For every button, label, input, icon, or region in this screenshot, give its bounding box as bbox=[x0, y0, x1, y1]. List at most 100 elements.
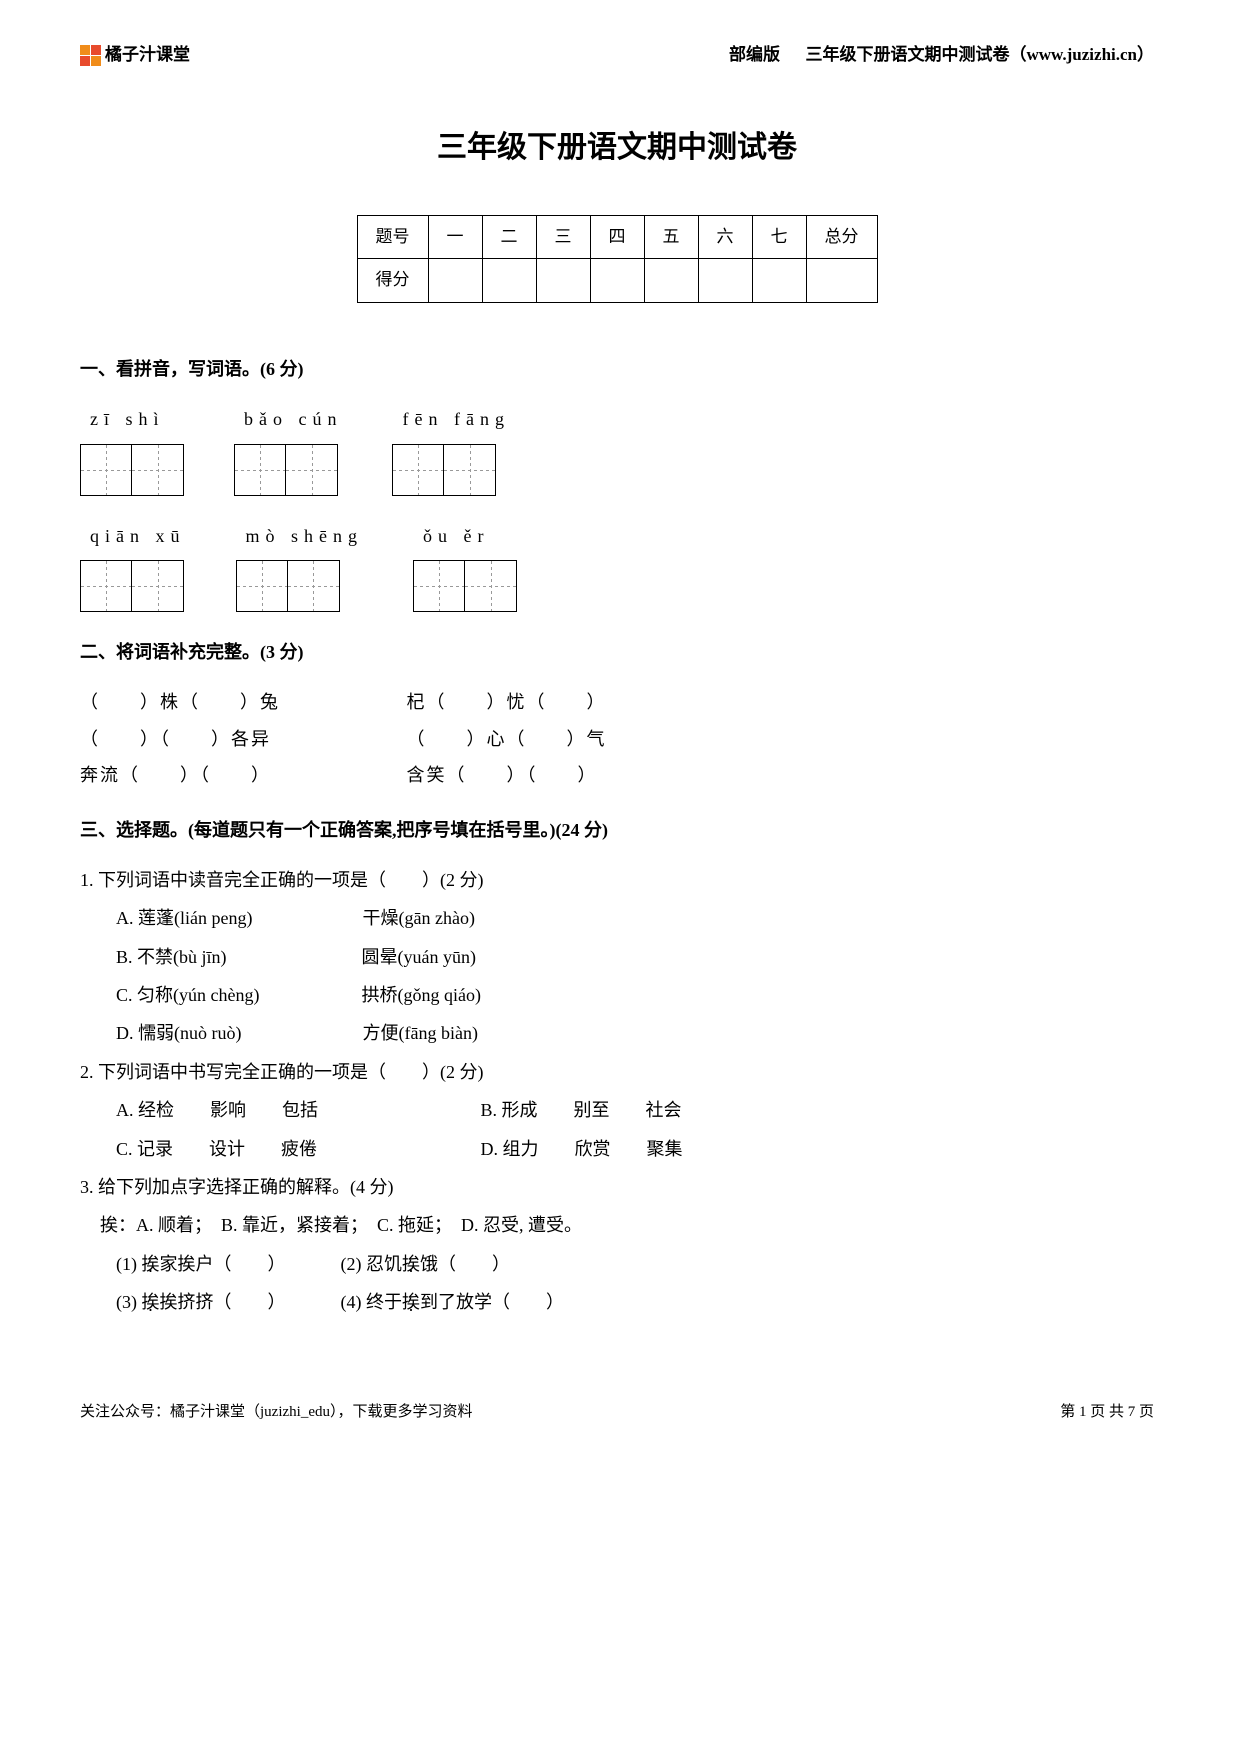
header-right: 部编版 三年级下册语文期中测试卷（www.juzizhi.cn） bbox=[729, 40, 1154, 71]
q3-item-2[interactable]: (2) 忍饥挨饿（ ） bbox=[341, 1248, 561, 1280]
idiom-blank[interactable]: （ ）株（ ）兔 bbox=[80, 686, 400, 718]
pre: 终于 bbox=[366, 1292, 402, 1312]
q3-item-1[interactable]: (1) 挨家挨户（ ） bbox=[116, 1248, 336, 1280]
score-row-label: 得分 bbox=[357, 259, 428, 303]
opt-pinyin: (yuán yūn) bbox=[398, 947, 476, 967]
idiom-blank[interactable]: 奔流（ ）（ ） bbox=[80, 759, 400, 791]
post: 挨挤挤（ ） bbox=[160, 1292, 286, 1312]
opt-word: 懦弱 bbox=[138, 1023, 174, 1043]
q3-item-4[interactable]: (4) 终于挨到了放学（ ） bbox=[341, 1286, 565, 1318]
q2-row1: A. 经检 影响 包括 B. 形成 别至 社会 bbox=[80, 1094, 1154, 1126]
idiom-blank[interactable]: （ ）（ ）各异 bbox=[80, 723, 400, 755]
tianzige-pair[interactable] bbox=[80, 560, 184, 612]
item-num: (4) bbox=[341, 1292, 362, 1312]
pre: 忍饥 bbox=[366, 1254, 402, 1274]
logo-sq bbox=[80, 45, 90, 55]
pinyin-item: mò shēng bbox=[236, 520, 364, 612]
tianzige-pair[interactable] bbox=[413, 560, 517, 612]
tianzige-cell[interactable] bbox=[80, 560, 132, 612]
opt-label: D. bbox=[116, 1023, 134, 1043]
doc-footer: 关注公众号：橘子汁课堂（juzizhi_edu），下载更多学习资料 第 1 页 … bbox=[80, 1399, 1154, 1426]
q1-opt-a[interactable]: A. 莲蓬(lián peng) 干燥(gān zhào) bbox=[80, 902, 1154, 934]
post: 到了放学（ ） bbox=[420, 1292, 564, 1312]
tianzige-cell[interactable] bbox=[392, 444, 444, 496]
opt-word: 干燥 bbox=[363, 908, 399, 928]
q2-opt-b[interactable]: B. 形成 别至 社会 bbox=[481, 1094, 701, 1126]
tianzige-cell[interactable] bbox=[80, 444, 132, 496]
score-cell[interactable] bbox=[482, 259, 536, 303]
tianzige-cell[interactable] bbox=[236, 560, 288, 612]
logo-sq bbox=[91, 56, 101, 66]
idiom-blank[interactable]: 杞（ ）忧（ ） bbox=[407, 686, 727, 718]
score-cell[interactable] bbox=[428, 259, 482, 303]
score-cell[interactable] bbox=[806, 259, 877, 303]
pinyin-label: bǎo cún bbox=[234, 403, 342, 435]
tianzige-cell[interactable] bbox=[444, 444, 496, 496]
item-num: (3) bbox=[116, 1292, 137, 1312]
q1-opt-d[interactable]: D. 懦弱(nuò ruò) 方便(fāng biàn) bbox=[80, 1017, 1154, 1049]
pinyin-item: fēn fāng bbox=[392, 403, 509, 495]
score-col: 四 bbox=[590, 215, 644, 259]
pinyin-item: ǒu ěr bbox=[413, 520, 517, 612]
score-cell[interactable] bbox=[536, 259, 590, 303]
q2-opt-d[interactable]: D. 组力 欣赏 聚集 bbox=[481, 1133, 701, 1165]
opt-label: A. bbox=[116, 908, 134, 928]
score-table: 题号 一 二 三 四 五 六 七 总分 得分 bbox=[357, 215, 878, 303]
tianzige-cell[interactable] bbox=[132, 444, 184, 496]
underlined-char: 挨 bbox=[142, 1292, 160, 1312]
q3-item-3[interactable]: (3) 挨挨挤挤（ ） bbox=[116, 1286, 336, 1318]
section1-heading: 一、看拼音，写词语。(6 分) bbox=[80, 353, 1154, 385]
pinyin-label: ǒu ěr bbox=[413, 520, 489, 552]
q2-row2: C. 记录 设计 疲倦 D. 组力 欣赏 聚集 bbox=[80, 1133, 1154, 1165]
tianzige-cell[interactable] bbox=[132, 560, 184, 612]
opt-pinyin: (gǒng qiáo) bbox=[398, 985, 481, 1005]
tianzige-pair[interactable] bbox=[234, 444, 338, 496]
q2-opt-a[interactable]: A. 经检 影响 包括 bbox=[116, 1094, 476, 1126]
opt-word: 拱桥 bbox=[362, 985, 398, 1005]
tianzige-cell[interactable] bbox=[286, 444, 338, 496]
opt-word: 不禁 bbox=[137, 947, 173, 967]
opt-label: B. bbox=[116, 947, 133, 967]
idiom-line: （ ）株（ ）兔 杞（ ）忧（ ） bbox=[80, 686, 1154, 718]
score-col: 三 bbox=[536, 215, 590, 259]
doc-header: 橘子汁课堂 部编版 三年级下册语文期中测试卷（www.juzizhi.cn） bbox=[80, 40, 1154, 71]
score-cell[interactable] bbox=[644, 259, 698, 303]
score-col: 七 bbox=[752, 215, 806, 259]
tianzige-pair[interactable] bbox=[80, 444, 184, 496]
tianzige-pair[interactable] bbox=[236, 560, 340, 612]
q3-stem: 3. 给下列加点字选择正确的解释。(4 分) bbox=[80, 1171, 1154, 1203]
q1-opt-c[interactable]: C. 匀称(yún chèng) 拱桥(gǒng qiáo) bbox=[80, 979, 1154, 1011]
score-value-row: 得分 bbox=[357, 259, 877, 303]
score-col: 六 bbox=[698, 215, 752, 259]
q3-defs: 挨：A. 顺着； B. 靠近，紧接着； C. 拖延； D. 忍受, 遭受。 bbox=[80, 1209, 1154, 1241]
tianzige-cell[interactable] bbox=[465, 560, 517, 612]
footer-left: 关注公众号：橘子汁课堂（juzizhi_edu），下载更多学习资料 bbox=[80, 1399, 472, 1426]
opt-pinyin: (bù jīn) bbox=[173, 947, 227, 967]
score-cell[interactable] bbox=[698, 259, 752, 303]
score-col: 五 bbox=[644, 215, 698, 259]
tianzige-pair[interactable] bbox=[392, 444, 496, 496]
q1-opt-b[interactable]: B. 不禁(bù jīn) 圆晕(yuán yūn) bbox=[80, 941, 1154, 973]
page-number: 第 1 页 共 7 页 bbox=[1060, 1399, 1154, 1426]
tianzige-cell[interactable] bbox=[288, 560, 340, 612]
score-col: 二 bbox=[482, 215, 536, 259]
section3-heading: 三、选择题。(每道题只有一个正确答案,把序号填在括号里。)(24 分) bbox=[80, 814, 1154, 846]
tianzige-cell[interactable] bbox=[234, 444, 286, 496]
opt-word: 方便 bbox=[363, 1023, 399, 1043]
idiom-blank[interactable]: （ ）心（ ）气 bbox=[407, 723, 727, 755]
pinyin-label: fēn fāng bbox=[392, 403, 509, 435]
score-cell[interactable] bbox=[590, 259, 644, 303]
underlined-char: 挨 bbox=[402, 1292, 420, 1312]
q2-opt-c[interactable]: C. 记录 设计 疲倦 bbox=[116, 1133, 476, 1165]
tianzige-cell[interactable] bbox=[413, 560, 465, 612]
score-col: 总分 bbox=[806, 215, 877, 259]
defs-text: ：A. 顺着； B. 靠近，紧接着； C. 拖延； D. 忍受, 遭受。 bbox=[118, 1215, 582, 1235]
score-header-row: 题号 一 二 三 四 五 六 七 总分 bbox=[357, 215, 877, 259]
item-num: (2) bbox=[341, 1254, 362, 1274]
q3-items-row2: (3) 挨挨挤挤（ ） (4) 终于挨到了放学（ ） bbox=[80, 1286, 1154, 1318]
score-cell[interactable] bbox=[752, 259, 806, 303]
logo-text: 橘子汁课堂 bbox=[105, 40, 190, 71]
page-title: 三年级下册语文期中测试卷 bbox=[80, 121, 1154, 175]
opt-pinyin: (lián peng) bbox=[174, 908, 252, 928]
idiom-blank[interactable]: 含笑（ ）（ ） bbox=[407, 759, 727, 791]
